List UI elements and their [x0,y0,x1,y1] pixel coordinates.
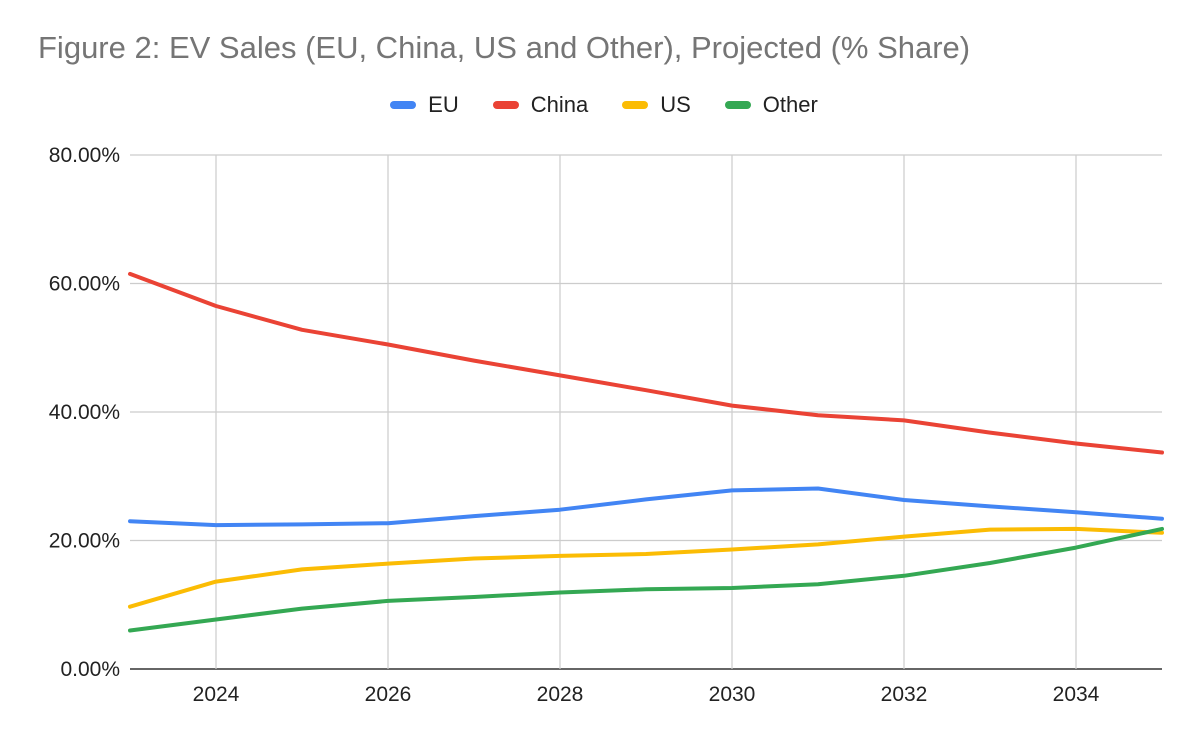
x-tick-label: 2028 [537,683,584,706]
series-line-other [128,526,1164,633]
y-tick-label: 20.00% [49,530,120,553]
legend-swatch [492,101,519,109]
legend-swatch [622,101,649,109]
legend-label: EU [428,92,459,117]
grid-layer [130,154,1162,670]
x-tick-label: 2026 [365,683,412,706]
y-tick-label: 80.00% [49,144,120,167]
series-line-china [128,271,1164,455]
y-tick-label: 40.00% [49,401,120,424]
series-line-us [128,526,1164,609]
legend-label: Other [762,92,818,117]
x-tick-label: 2024 [193,683,240,706]
x-tick-label: 2032 [881,683,928,706]
series-line-eu [128,486,1164,528]
x-tick-label: 2030 [709,683,756,706]
legend-item-eu[interactable]: EU [390,92,459,118]
chart-legend: EU China US Other [0,90,1200,120]
y-tick-label: 0.00% [60,658,120,681]
series-layer [128,271,1164,633]
x-tick-label: 2034 [1053,683,1100,706]
legend-label: US [660,92,691,117]
legend-swatch [724,101,751,109]
axis-labels: 0.00% 20.00% 40.00% 60.00% 80.00% 2024 2026 202… [49,144,1100,706]
y-tick-label: 60.00% [49,273,120,296]
legend-item-other[interactable]: Other [724,92,818,118]
legend-label: China [530,92,589,117]
legend-item-us[interactable]: US [622,92,691,118]
legend-item-china[interactable]: China [492,92,589,118]
chart-title: Figure 2: EV Sales (EU, China, US and Ot… [38,30,971,65]
legend-swatch [390,101,417,109]
